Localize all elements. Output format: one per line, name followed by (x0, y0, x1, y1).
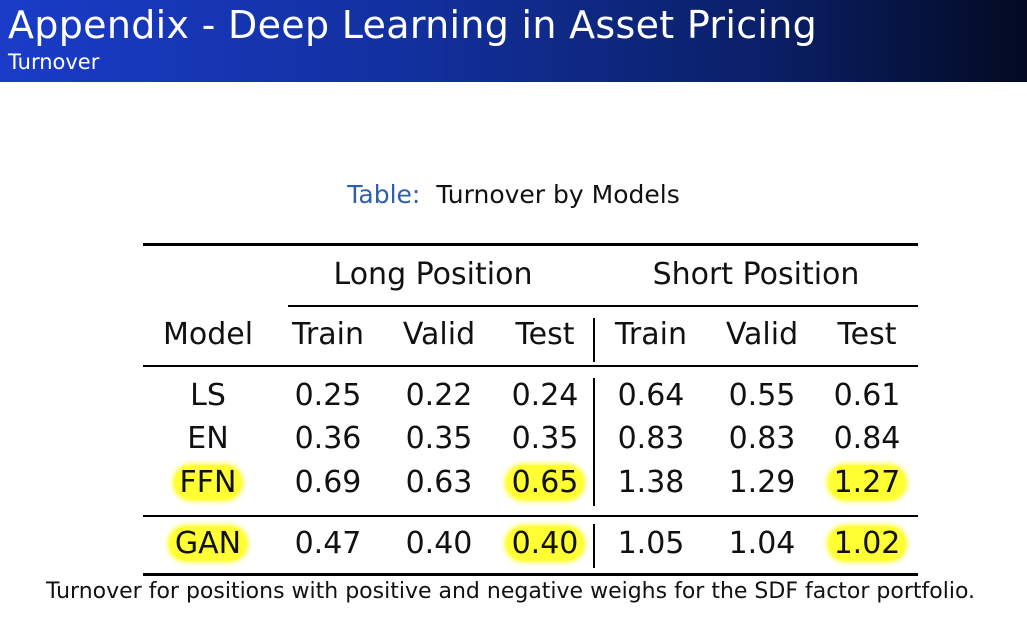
table-cell: 0.22 (405, 378, 473, 413)
table-cell: 1.04 (728, 526, 796, 561)
table-cell: 0.35 (511, 421, 579, 456)
table-cell: 0.64 (617, 378, 685, 413)
table-cell: 0.83 (728, 421, 796, 456)
table-cell: 1.27 (817, 461, 917, 505)
highlighted-cell: 0.65 (505, 465, 585, 500)
slide-header: Appendix - Deep Learning in Asset Pricin… (0, 0, 1027, 82)
caption-text: Turnover by Models (436, 180, 680, 209)
table-footnote: Turnover for positions with positive and… (46, 579, 976, 604)
column-header-long-test: Test (515, 317, 575, 352)
highlighted-model-label: GAN (168, 526, 248, 561)
table-cell: 0.55 (728, 378, 796, 413)
group-header-short: Short Position (652, 257, 860, 292)
row-model-label: FFN (148, 461, 268, 505)
row-model-label: EN (187, 421, 229, 456)
table-cell: 0.24 (511, 378, 579, 413)
header-rule (143, 365, 918, 367)
column-header-short-train: Train (615, 317, 687, 352)
group-header-long: Long Position (333, 257, 533, 292)
column-header-short-valid: Valid (725, 317, 799, 352)
table-cell: 0.63 (405, 465, 473, 500)
slide-subtitle: Turnover (8, 50, 100, 74)
highlighted-model-label: FFN (173, 465, 243, 500)
column-header-long-valid: Valid (402, 317, 476, 352)
table-cell: 0.40 (405, 526, 473, 561)
slide-title: Appendix - Deep Learning in Asset Pricin… (8, 3, 818, 47)
highlighted-cell: 1.27 (827, 465, 907, 500)
top-rule (143, 243, 918, 246)
column-divider (593, 318, 595, 362)
table-cell: 0.61 (833, 378, 901, 413)
table-cell: 1.02 (817, 522, 917, 566)
table-cell: 0.83 (617, 421, 685, 456)
column-divider (593, 378, 595, 506)
table-cell: 0.69 (294, 465, 362, 500)
table-cell: 1.05 (617, 526, 685, 561)
column-header-long-train: Train (292, 317, 364, 352)
highlighted-cell: 1.02 (827, 526, 907, 561)
row-model-label: GAN (148, 522, 268, 566)
table-cell: 1.38 (617, 465, 685, 500)
table-cell: 0.47 (294, 526, 362, 561)
table-cell: 0.40 (495, 522, 595, 566)
column-divider (593, 524, 595, 568)
table-cell: 0.36 (294, 421, 362, 456)
column-header-short-test: Test (837, 317, 897, 352)
column-header-model: Model (162, 317, 254, 352)
highlighted-cell: 0.40 (505, 526, 585, 561)
table-cell: 0.65 (495, 461, 595, 505)
table-cell: 0.25 (294, 378, 362, 413)
table-cell: 1.29 (728, 465, 796, 500)
caption-label: Table: (347, 180, 421, 209)
table-cell: 0.84 (833, 421, 901, 456)
row-model-label: LS (190, 378, 226, 413)
gan-separator-rule (143, 515, 918, 517)
bottom-rule (143, 573, 918, 576)
table-caption: Table: Turnover by Models (0, 178, 1027, 212)
table-cell: 0.35 (405, 421, 473, 456)
group-rule (288, 305, 918, 307)
